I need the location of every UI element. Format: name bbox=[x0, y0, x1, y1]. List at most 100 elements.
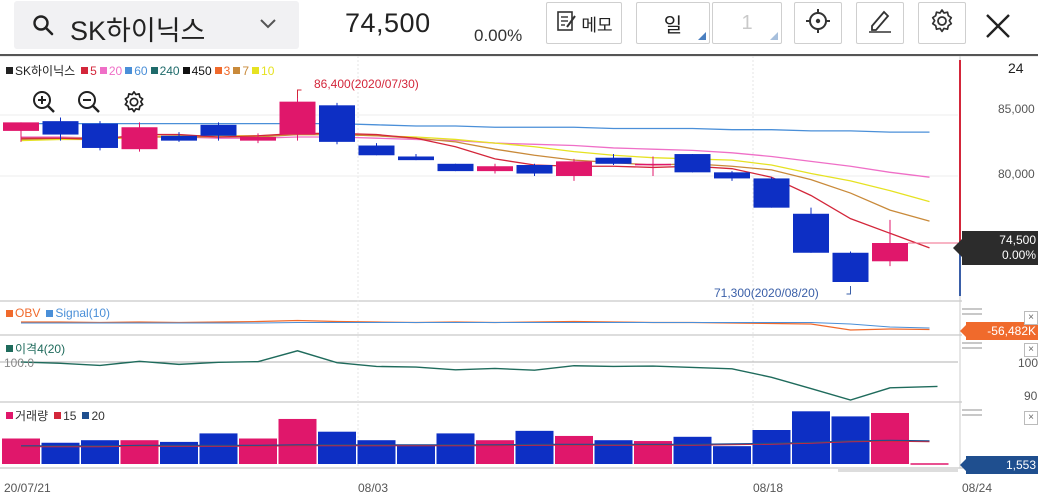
crosshair-button[interactable] bbox=[794, 2, 842, 44]
main-legend: SK하이닉스 5 20 60 240 450 3 7 10 bbox=[6, 62, 277, 79]
pane-resize-handle[interactable] bbox=[962, 409, 982, 421]
obv-signal-line bbox=[21, 322, 930, 329]
legend-stock-name: SK하이닉스 bbox=[15, 64, 76, 78]
price-tick-85000: 85,000 bbox=[998, 102, 1035, 116]
legend-signal: Signal(10) bbox=[55, 306, 111, 320]
chart-canvas[interactable] bbox=[0, 56, 1038, 499]
x-axis-label-0824: 08/24 bbox=[962, 481, 993, 495]
volume-value-tag: 1,553 bbox=[960, 456, 1038, 474]
legend-ma-20: 20 bbox=[99, 64, 122, 78]
obv-legend: OBV Signal(10) bbox=[6, 306, 113, 320]
volume-bar bbox=[41, 442, 80, 464]
x-axis-label-0818: 08/18 bbox=[753, 481, 784, 495]
legend-ma-7: 7 bbox=[233, 64, 249, 78]
x-axis-label-0803: 08/03 bbox=[358, 481, 389, 495]
candle-body bbox=[82, 123, 118, 148]
period-count-input[interactable]: 1 bbox=[712, 2, 782, 44]
chart-toolbar: SK하이닉스 74,500 0.00% 메모 일 1 bbox=[0, 0, 1038, 56]
current-price-tag: 74,500 0.00% bbox=[953, 231, 1038, 265]
zoom-in-icon bbox=[31, 89, 57, 120]
volume-bar bbox=[752, 430, 791, 464]
period-count-value: 1 bbox=[741, 11, 753, 34]
candle-body bbox=[556, 161, 592, 176]
candle-body bbox=[595, 157, 632, 164]
volume-bar bbox=[2, 438, 40, 464]
memo-label: 메모 bbox=[581, 15, 613, 35]
candle-body bbox=[240, 136, 276, 141]
period-select[interactable]: 일 bbox=[636, 2, 710, 44]
zoom-out-button[interactable] bbox=[73, 90, 105, 118]
price-change-rate: 0.00% bbox=[474, 26, 523, 45]
low-price-annotation: 71,300(2020/08/20) bbox=[714, 286, 819, 300]
chart-scrollbar bbox=[838, 469, 958, 472]
candle-body bbox=[674, 154, 711, 173]
volume-bar bbox=[239, 438, 277, 464]
volume-bar bbox=[436, 433, 475, 464]
legend-ma-240: 240 bbox=[150, 64, 180, 78]
legend-obv: OBV bbox=[15, 306, 41, 320]
settings-button[interactable] bbox=[918, 2, 966, 44]
price-tick-80000: 80,000 bbox=[998, 167, 1035, 181]
candle-body bbox=[437, 163, 474, 172]
volume-bar bbox=[871, 413, 909, 464]
legend-ma-60: 60 bbox=[125, 64, 148, 78]
disparity-legend: 이격4(20) bbox=[6, 340, 68, 357]
legend-volume: 거래량 bbox=[15, 409, 49, 423]
memo-button[interactable]: 메모 bbox=[546, 2, 622, 44]
legend-ma-3: 3 bbox=[214, 64, 230, 78]
close-pane-volume-icon[interactable]: × bbox=[1024, 411, 1038, 425]
candle-body bbox=[714, 172, 750, 179]
gear-icon bbox=[928, 7, 956, 40]
legend-ma-450: 450 bbox=[182, 64, 212, 78]
current-price: 74,500 bbox=[345, 8, 431, 38]
volume-bar bbox=[81, 440, 119, 464]
close-pane-obv-icon[interactable]: × bbox=[1024, 311, 1038, 325]
pane-resize-handle[interactable] bbox=[962, 308, 982, 320]
candle-body bbox=[793, 213, 829, 253]
chevron-down-icon bbox=[258, 17, 278, 36]
candle-body bbox=[42, 121, 79, 135]
volume-bar bbox=[160, 441, 198, 464]
dropdown-corner-icon bbox=[770, 32, 778, 40]
close-pane-disparity-icon[interactable]: × bbox=[1024, 343, 1038, 357]
candle-body bbox=[319, 105, 355, 142]
candle-body bbox=[398, 156, 434, 161]
candle-body bbox=[358, 145, 395, 156]
candle-body bbox=[3, 122, 39, 131]
stock-selector[interactable]: SK하이닉스 bbox=[14, 1, 299, 49]
volume-bar bbox=[673, 436, 712, 464]
volume-bar bbox=[555, 435, 593, 464]
candle-body bbox=[635, 163, 671, 166]
close-icon bbox=[978, 14, 1018, 48]
high-price-annotation: 86,400(2020/07/30) bbox=[314, 77, 419, 91]
zoom-tools bbox=[28, 90, 150, 118]
candle-body bbox=[872, 243, 908, 262]
candle-body bbox=[477, 166, 513, 172]
stock-name: SK하이닉스 bbox=[70, 16, 206, 46]
candle-body bbox=[200, 124, 237, 136]
disparity-tick-100: 100 bbox=[1018, 356, 1038, 370]
legend-volume-ma20: 20 bbox=[91, 408, 105, 423]
volume-bar bbox=[120, 440, 159, 464]
pane-resize-handle[interactable] bbox=[962, 342, 982, 354]
volume-bar bbox=[318, 431, 356, 464]
current-price-tag-value: 74,500 bbox=[999, 233, 1036, 247]
volume-bar bbox=[397, 444, 435, 464]
candle-body bbox=[832, 252, 869, 282]
zoom-in-button[interactable] bbox=[28, 90, 60, 118]
low-marker bbox=[846, 286, 851, 295]
volume-legend: 거래량 15 20 bbox=[6, 407, 108, 424]
gear-icon bbox=[121, 89, 147, 120]
stock-chart[interactable]: SK하이닉스 5 20 60 240 450 3 7 10 86,400(2020/07/30… bbox=[0, 56, 1038, 499]
volume-bar bbox=[634, 441, 672, 464]
legend-ma-10: 10 bbox=[252, 64, 274, 78]
chart-settings-button[interactable] bbox=[118, 90, 150, 118]
right-axis-top: 24 bbox=[1008, 60, 1024, 76]
drawing-tool-button[interactable] bbox=[856, 2, 904, 44]
candle-body bbox=[516, 165, 553, 174]
disparity-line bbox=[20, 350, 938, 401]
volume-bar bbox=[357, 440, 396, 464]
close-button[interactable] bbox=[978, 4, 1018, 44]
volume-bar bbox=[515, 430, 554, 464]
period-label: 일 bbox=[663, 14, 683, 37]
